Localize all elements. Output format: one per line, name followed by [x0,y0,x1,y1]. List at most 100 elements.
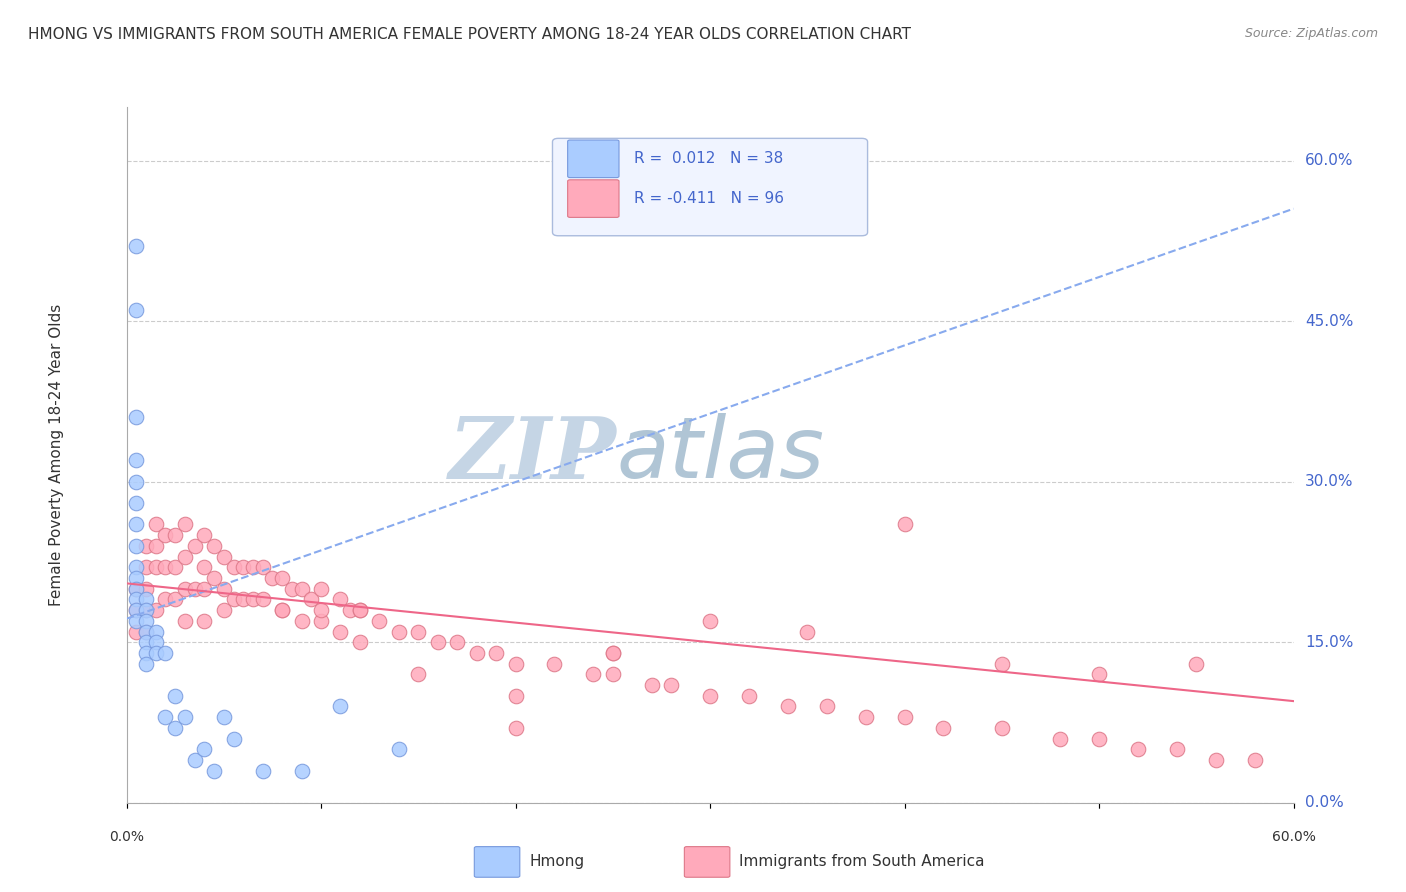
Point [125,603,148,617]
Point [815,699,838,714]
Point [699,614,721,628]
FancyBboxPatch shape [568,140,619,178]
Point [388,624,411,639]
Point [505,689,527,703]
Point [155,592,177,607]
Point [174,710,197,724]
Point [165,528,187,542]
Point [145,539,167,553]
Point [659,678,682,692]
Point [1185,657,1208,671]
Point [145,646,167,660]
Point [212,582,235,596]
Point [893,710,915,724]
Text: atlas: atlas [617,413,825,497]
Point [165,592,187,607]
Point [699,689,721,703]
Point [183,582,205,596]
Point [855,710,877,724]
Point [281,582,304,596]
Point [125,453,148,467]
Point [135,657,157,671]
Point [290,582,312,596]
Point [174,582,197,596]
Point [135,635,157,649]
Point [796,624,818,639]
Text: R = -0.411   N = 96: R = -0.411 N = 96 [634,191,785,206]
Point [125,560,148,574]
FancyBboxPatch shape [685,847,730,877]
Point [990,657,1012,671]
Point [155,646,177,660]
Point [893,517,915,532]
Point [125,496,148,510]
Point [329,699,352,714]
Text: HMONG VS IMMIGRANTS FROM SOUTH AMERICA FEMALE POVERTY AMONG 18-24 YEAR OLDS CORR: HMONG VS IMMIGRANTS FROM SOUTH AMERICA F… [28,27,911,42]
Point [155,528,177,542]
Point [212,710,235,724]
Text: R =  0.012   N = 38: R = 0.012 N = 38 [634,152,783,166]
Point [252,764,274,778]
Point [465,646,488,660]
Point [145,635,167,649]
Point [125,624,148,639]
Point [222,560,245,574]
Point [329,592,352,607]
Point [602,646,624,660]
Point [174,517,197,532]
Point [339,603,361,617]
Point [349,603,371,617]
Point [135,603,157,617]
Point [1126,742,1149,756]
Point [309,603,332,617]
Point [932,721,955,735]
Text: 0.0%: 0.0% [1305,796,1344,810]
Point [1088,667,1111,681]
Point [202,571,225,585]
Point [135,539,157,553]
Point [271,603,294,617]
Point [1166,742,1188,756]
Point [145,517,167,532]
Point [505,721,527,735]
Text: Hmong: Hmong [529,855,585,870]
Point [135,624,157,639]
Point [125,592,148,607]
Point [135,582,157,596]
Point [309,582,332,596]
Point [349,603,371,617]
Point [309,614,332,628]
Text: 60.0%: 60.0% [1271,830,1316,844]
FancyBboxPatch shape [553,138,868,235]
Point [135,592,157,607]
Point [582,667,605,681]
Point [738,689,761,703]
Point [299,592,322,607]
Point [1205,753,1227,767]
Point [446,635,468,649]
Point [125,582,148,596]
Point [232,560,254,574]
Point [1243,753,1265,767]
Point [145,560,167,574]
Point [232,592,254,607]
Point [262,571,284,585]
Text: 60.0%: 60.0% [1305,153,1354,168]
Point [329,624,352,639]
Point [368,614,391,628]
Point [193,614,215,628]
Point [174,549,197,564]
Point [183,539,205,553]
Text: ZIP: ZIP [449,413,617,497]
Point [485,646,508,660]
Point [776,699,799,714]
Point [174,614,197,628]
Text: Source: ZipAtlas.com: Source: ZipAtlas.com [1244,27,1378,40]
Point [641,678,664,692]
Text: 30.0%: 30.0% [1305,475,1354,489]
Point [155,560,177,574]
Text: 45.0%: 45.0% [1305,314,1354,328]
Point [145,624,167,639]
Point [193,582,215,596]
Text: 0.0%: 0.0% [110,830,143,844]
